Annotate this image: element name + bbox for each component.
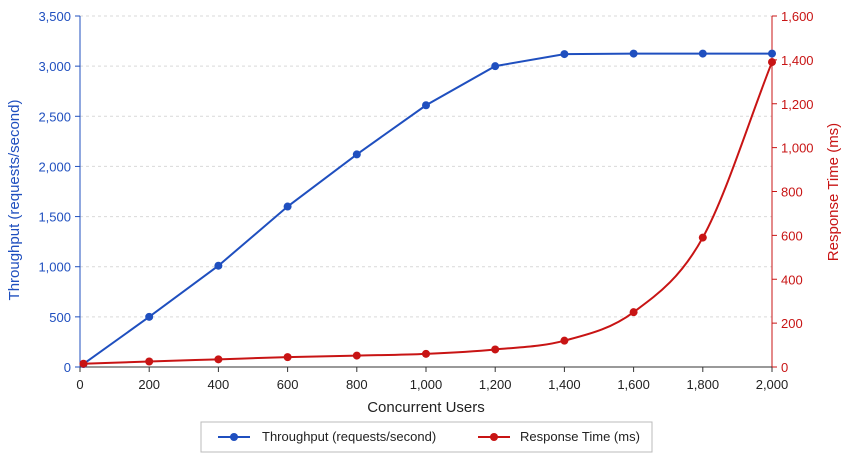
throughput-point — [560, 50, 569, 59]
y-left-tick-label: 3,500 — [38, 9, 71, 24]
x-tick-label: 1,400 — [548, 377, 581, 392]
response-time-point — [629, 308, 638, 317]
legend: Throughput (requests/second) Response Ti… — [200, 421, 653, 453]
throughput-point — [768, 49, 776, 58]
y-left-ticks: 0 500 1,000 1,500 2,000 2,500 3,000 3,500 — [38, 9, 80, 375]
response-time-point — [560, 336, 569, 345]
throughput-point — [352, 150, 361, 159]
response-time-point — [768, 58, 776, 67]
y-right-tick-label: 1,400 — [781, 53, 814, 68]
response-time-point — [698, 233, 707, 242]
throughput-point — [145, 312, 154, 321]
y-left-tick-label: 3,000 — [38, 59, 71, 74]
y-left-tick-label: 2,500 — [38, 109, 71, 124]
legend-throughput-marker — [230, 433, 238, 441]
response-time-point — [422, 349, 430, 358]
y-right-tick-label: 400 — [781, 272, 803, 287]
legend-box — [200, 421, 653, 453]
x-tick-label: 1,000 — [410, 377, 443, 392]
x-tick-label: 1,800 — [687, 377, 720, 392]
response-time-point — [79, 359, 88, 368]
response-time-point — [283, 353, 292, 362]
x-tick-label: 200 — [138, 377, 160, 392]
y-right-axis-title: Response Time (ms) — [825, 123, 842, 261]
x-tick-label: 2,000 — [756, 377, 789, 392]
y-left-tick-label: 500 — [49, 310, 71, 325]
legend-throughput-label: Throughput (requests/second) — [262, 429, 436, 444]
x-tick-label: 800 — [346, 377, 368, 392]
y-left-tick-label: 2,000 — [38, 159, 71, 174]
throughput-point — [629, 49, 638, 58]
response-time-point — [145, 357, 154, 366]
throughput-point — [214, 261, 223, 270]
y-right-tick-label: 1,000 — [781, 141, 814, 156]
throughput-point — [698, 49, 707, 58]
grid — [80, 15, 772, 318]
y-right-tick-label: 200 — [781, 316, 803, 331]
x-tick-label: 1,200 — [479, 377, 512, 392]
x-tick-label: 0 — [76, 377, 83, 392]
y-right-tick-label: 0 — [781, 360, 788, 375]
x-tick-label: 600 — [277, 377, 299, 392]
y-left-tick-label: 1,500 — [38, 210, 71, 225]
y-left-axis-title: Throughput (requests/second) — [6, 100, 23, 301]
response-time-line — [83, 61, 773, 365]
y-right-tick-label: 600 — [781, 228, 803, 243]
throughput-point — [491, 62, 500, 71]
y-right-ticks: 0 200 400 600 800 1,000 1,200 1,400 1,600 — [772, 9, 814, 375]
response-time-point — [214, 355, 223, 364]
x-ticks: 0 200 400 600 800 1,000 1,200 1,400 1,600 1,800 2,… — [76, 367, 788, 392]
x-tick-label: 400 — [208, 377, 230, 392]
y-right-tick-label: 800 — [781, 185, 803, 200]
throughput-line — [82, 52, 772, 365]
throughput-point — [422, 101, 430, 110]
throughput-point — [283, 202, 292, 211]
y-left-tick-label: 1,000 — [38, 260, 71, 275]
axes — [79, 16, 773, 368]
y-right-tick-label: 1,200 — [781, 97, 814, 112]
legend-response-label: Response Time (ms) — [520, 429, 640, 444]
x-axis-title: Concurrent Users — [367, 399, 485, 416]
series — [79, 49, 776, 368]
y-left-tick-label: 0 — [64, 360, 71, 375]
legend-response-marker — [490, 433, 498, 441]
response-time-point — [352, 351, 361, 360]
x-tick-label: 1,600 — [617, 377, 650, 392]
response-time-point — [491, 345, 500, 354]
y-right-tick-label: 1,600 — [781, 9, 814, 24]
